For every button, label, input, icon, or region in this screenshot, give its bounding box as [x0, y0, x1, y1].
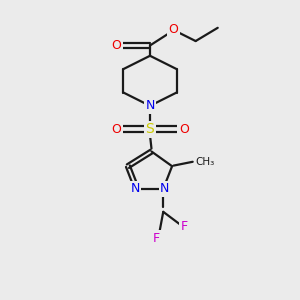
Text: O: O [169, 23, 178, 36]
Text: F: F [152, 232, 160, 245]
Text: O: O [179, 123, 189, 136]
Text: F: F [180, 220, 188, 233]
Text: O: O [111, 123, 121, 136]
Text: CH₃: CH₃ [196, 157, 215, 167]
Text: N: N [160, 182, 169, 195]
Text: O: O [111, 39, 121, 52]
Text: S: S [146, 122, 154, 136]
Text: N: N [145, 99, 155, 112]
Text: N: N [130, 182, 140, 195]
